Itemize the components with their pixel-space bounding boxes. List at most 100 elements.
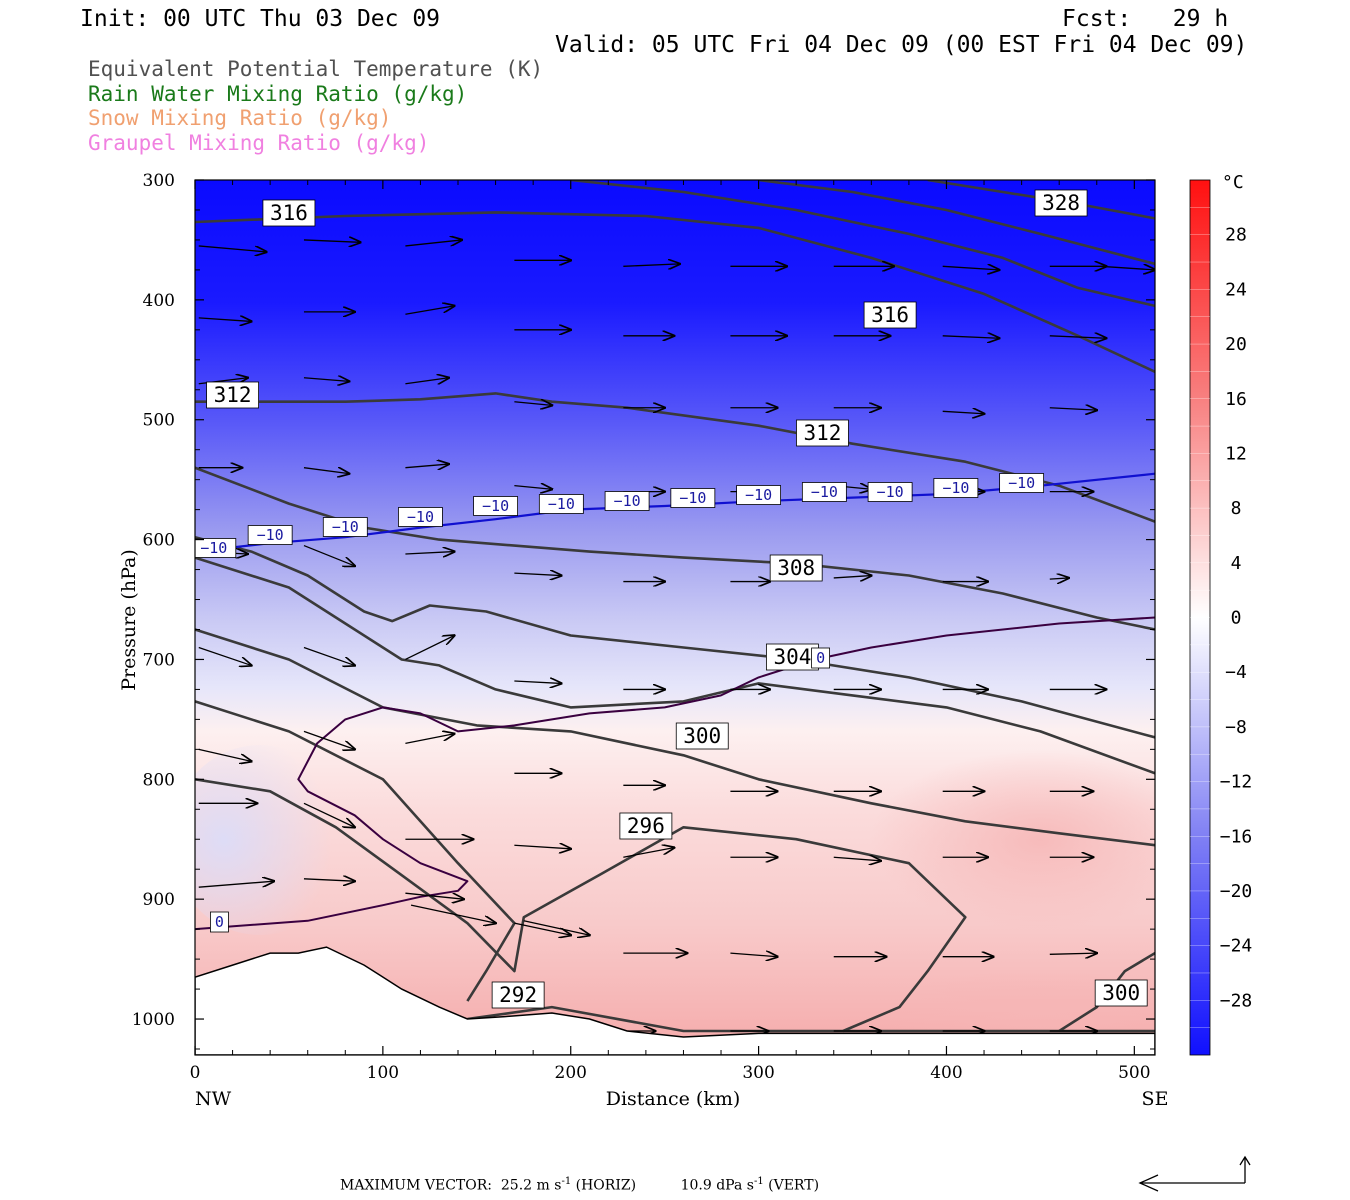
wind-vector [198,318,252,322]
colorbar-tick-label: 0 [1231,608,1242,629]
theta-e-contour-320 [570,180,1155,308]
wind-vector [303,730,355,749]
theta-e-label: 296 [627,814,665,838]
plot-frame [194,179,1156,1056]
wind-vectors [198,240,1155,1031]
colorbar-tick-label: −8 [1225,717,1247,738]
wind-vector [405,734,454,744]
isotherm-minus-10-label-box [473,496,518,516]
y-tick-label: 1000 [132,1010,175,1030]
wind-vector [405,464,448,468]
max-vector-label: MAXIMUM VECTOR: [340,1177,492,1194]
isotherm-minus-10-label-box [398,507,443,527]
colorbar-tick-label: 24 [1225,279,1247,300]
isotherm-minus-10-label-box [867,482,913,502]
isotherm-minus-10-label-box [999,473,1045,493]
colorbar-tick-label: 4 [1231,553,1242,574]
wind-vector [514,402,552,406]
wind-vector [303,468,349,474]
colorbar-tick-label: −16 [1220,826,1253,847]
wind-vector [514,573,561,575]
x-tick-label: 100 [367,1063,399,1083]
isotherm-minus-10-label-box [322,517,368,537]
horiz-exponent: -1 [561,1176,572,1187]
wind-vector [1049,336,1106,338]
isotherm-minus-10-label: −10 [200,539,227,557]
isotherm-minus-10-label: −10 [332,518,359,536]
horiz-unit: (HORIZ) [575,1177,637,1194]
wind-vector [623,264,679,266]
theta-e-label-box [1034,189,1088,217]
wind-vector [303,802,355,827]
vert-unit: (VERT) [768,1177,820,1194]
isotherm-0-label-box [811,647,830,669]
theta-e-label-box [863,301,917,329]
colorbar-tick-label: 20 [1225,334,1247,355]
wind-vector [198,748,252,761]
isotherm-minus-10-label-box [195,538,237,558]
wind-vector [198,881,274,888]
wind-vector [405,552,454,554]
theta-e-contour-324 [758,180,1155,266]
theta-e-label-box [796,419,849,447]
x-tick-label: 400 [930,1063,962,1083]
plot-area: 292 296 300 300 304 308 312 312 316 316 328 −10 −10 −… [195,180,1155,1055]
x-tick-label: 500 [1118,1063,1150,1083]
colorbar-tick-label: 12 [1225,443,1247,464]
wind-vector [198,245,267,252]
wind-vector [1100,266,1155,270]
init-time-text: Init: 00 UTC Thu 03 Dec 09 [80,6,441,32]
wind-vector [198,646,252,665]
theta-e-contour-312 [195,392,1155,523]
wind-vector [942,336,999,338]
isotherm-minus-10-label-box [933,478,979,498]
colorbar-tick-label: −28 [1220,990,1253,1011]
horiz-max-value: 25.2 m s [500,1177,562,1194]
wind-vector [942,411,984,413]
wind-vector [1049,953,1097,954]
theta-e-contour-308 [195,535,1155,739]
theta-e-contour-296 [195,778,967,1033]
legend-snow: Snow Mixing Ratio (g/kg) [88,106,392,130]
colorbar-tick-label: −20 [1220,881,1253,902]
x-axis-left-label: NW [195,1088,232,1110]
x-tick-label: 300 [742,1063,774,1083]
isotherm-0-label: 0 [215,913,224,931]
x-axis-label: Distance (km) [606,1088,741,1110]
colorbar-steps [1190,207,1210,1028]
wind-vector [523,920,590,935]
theta-e-label-box [491,981,545,1009]
theta-e-contour-300 [195,628,1155,847]
wind-vector [1049,408,1097,410]
wind-vector [514,922,570,935]
theta-e-label: 300 [1102,981,1140,1005]
theta-e-contour-316 [195,211,1155,373]
theta-e-label-box [619,812,673,840]
theta-e-label: 316 [871,303,909,327]
isotherm-minus-10-label: −10 [745,486,772,504]
warm-core-shading [870,750,1155,930]
colorbar-unit: °C [1222,172,1244,193]
theta-e-label: 312 [214,383,252,407]
wind-vector [833,857,881,861]
wind-vector [405,240,461,247]
reference-vector-icon [1138,1155,1251,1192]
x-tick-label: 200 [555,1063,587,1083]
theta-e-label-box [1094,979,1148,1007]
isotherm-0-label: 0 [816,649,825,667]
y-axis: 300 400 500 600 700 800 900 1000 [132,171,1155,1050]
wind-vector [405,635,454,661]
y-tick-label: 800 [143,770,175,790]
vert-max-value: 10.9 dPa s [680,1177,754,1194]
wind-vector [514,486,552,490]
colorbar-tick-label: 8 [1231,498,1242,519]
colorbar-tick-label: −12 [1220,772,1253,793]
wind-vector [405,378,448,384]
isotherm-minus-10-label: −10 [614,492,641,510]
y-tick-label: 300 [143,171,175,191]
isotherm-minus-10-label-box [604,491,650,511]
isotherm-minus-10-label: −10 [407,508,434,526]
wind-vector [410,904,496,923]
contour-labels: 292 296 300 300 304 308 312 312 316 316 328 −10 −10 −… [195,189,1148,1009]
